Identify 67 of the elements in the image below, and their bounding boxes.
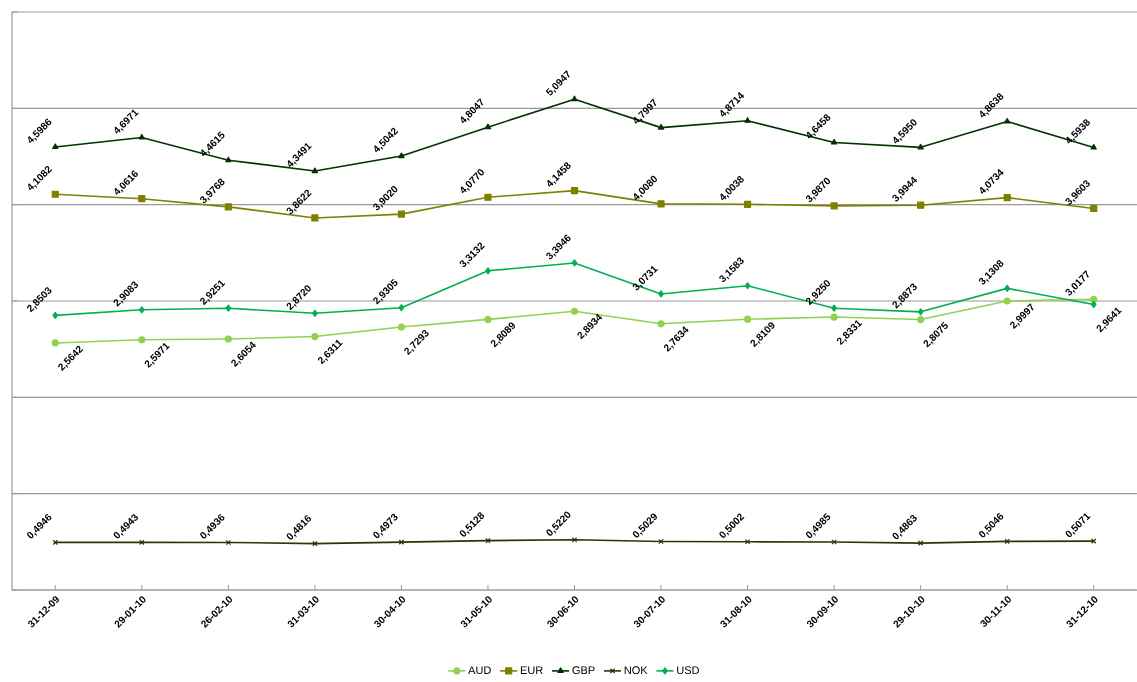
point [1004, 284, 1011, 292]
point [311, 332, 319, 341]
point [657, 320, 665, 328]
point [570, 307, 579, 315]
point [1003, 117, 1011, 124]
point [571, 536, 578, 543]
point [398, 152, 405, 159]
point [312, 540, 318, 547]
point [224, 203, 232, 211]
point [658, 538, 664, 545]
point [831, 304, 837, 312]
point [1090, 295, 1098, 303]
point [830, 138, 838, 145]
point [1003, 297, 1011, 305]
point [484, 123, 492, 130]
point [743, 200, 752, 208]
point [917, 315, 925, 324]
point [138, 195, 146, 203]
point [744, 282, 751, 290]
point [1090, 300, 1097, 309]
point [658, 290, 664, 298]
point [1090, 204, 1098, 213]
point [139, 539, 145, 546]
point [1003, 193, 1011, 202]
point [485, 537, 491, 544]
legend-label: NOK [624, 666, 648, 675]
legend-label: GBP [572, 666, 595, 675]
legend-label: USD [677, 666, 700, 675]
point [398, 304, 405, 312]
legend-label: EUR [520, 666, 543, 675]
point [917, 201, 925, 209]
point [917, 143, 924, 150]
point [1004, 538, 1010, 545]
point [51, 190, 59, 198]
point [571, 259, 578, 267]
point [917, 540, 924, 546]
point [397, 210, 406, 218]
point [1090, 143, 1097, 150]
point [484, 193, 492, 201]
point [571, 95, 578, 102]
point [138, 336, 146, 344]
point [917, 308, 924, 316]
point [570, 187, 579, 195]
point [225, 156, 232, 163]
point [51, 339, 59, 347]
point [830, 202, 838, 210]
point [744, 117, 751, 123]
point [138, 306, 145, 314]
point [311, 214, 319, 222]
point [830, 313, 838, 321]
point [744, 539, 751, 545]
point [225, 539, 232, 546]
point [657, 124, 665, 130]
point [225, 304, 232, 312]
point [484, 315, 492, 323]
point [52, 143, 59, 150]
point [397, 323, 406, 331]
legend-label: AUD [468, 666, 491, 675]
point [485, 267, 491, 275]
point [398, 539, 405, 545]
point [224, 335, 232, 343]
point [52, 311, 59, 320]
point [743, 315, 752, 323]
point [138, 133, 146, 140]
point [312, 309, 318, 317]
point [311, 167, 319, 174]
point [657, 200, 665, 208]
